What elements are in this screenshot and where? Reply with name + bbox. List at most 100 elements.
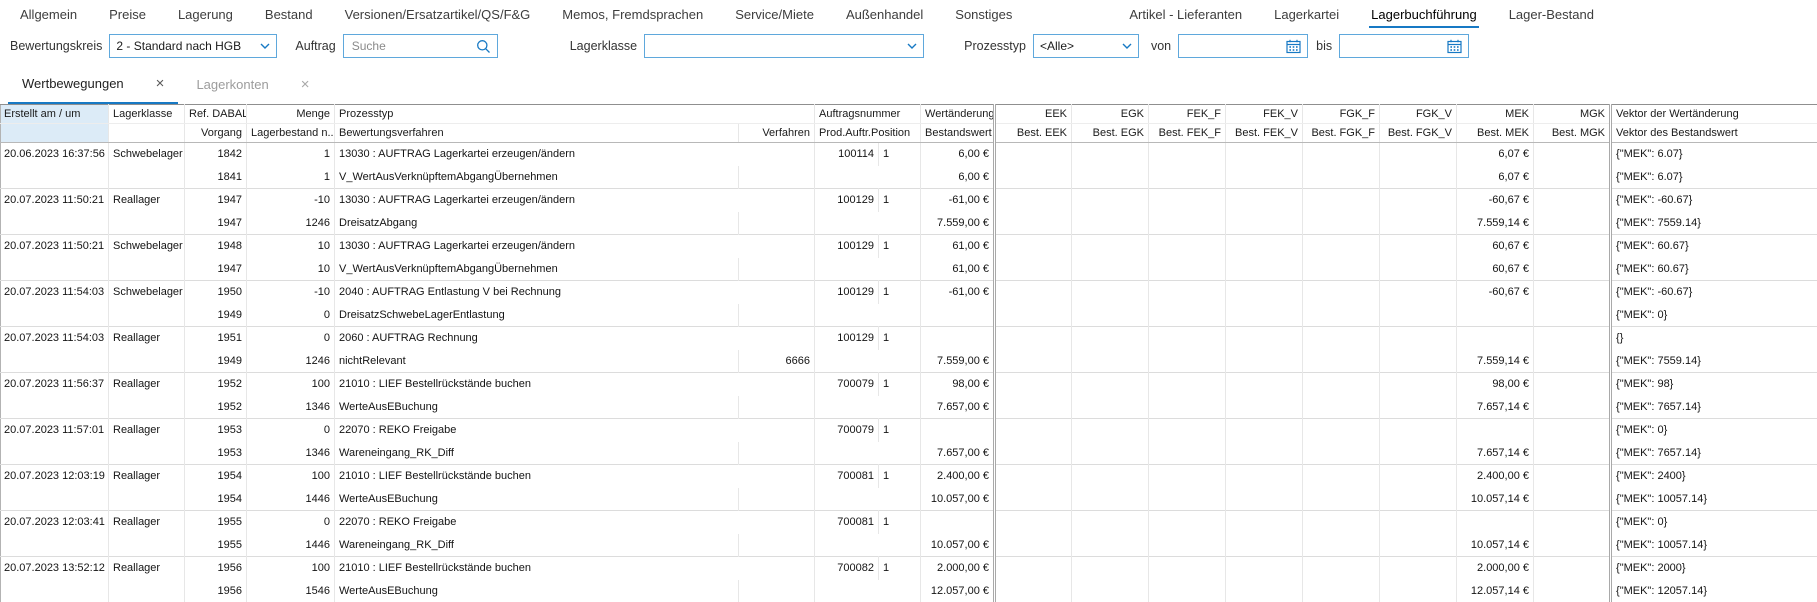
tab-service-miete[interactable]: Service/Miete (733, 3, 816, 28)
cell-empty (1226, 534, 1303, 557)
calendar-icon[interactable] (1447, 39, 1462, 54)
subtab-label: Wertbewegungen (22, 76, 124, 91)
col-header-best-mgk[interactable]: Best. MGK (1534, 124, 1611, 143)
col-header-vektor-des-bestandswert[interactable]: Vektor des Bestandswert (1611, 124, 1817, 143)
col-header-menge[interactable]: Menge (247, 105, 335, 124)
col-header-best-fgk-v[interactable]: Best. FGK_V (1380, 124, 1457, 143)
col-header-egk[interactable]: EGK (1072, 105, 1149, 124)
col-header-bewertungsverfahren[interactable]: Bewertungsverfahren (335, 124, 739, 143)
subtab-wertbewegungen[interactable]: Wertbewegungen × (8, 64, 178, 104)
tab-preise[interactable]: Preise (107, 3, 148, 28)
tab-lager-bestand[interactable]: Lager-Bestand (1507, 3, 1596, 28)
auftrag-search[interactable] (343, 34, 498, 58)
cell-empty (1226, 373, 1303, 396)
bis-date-field[interactable] (1339, 34, 1469, 58)
von-date-input[interactable] (1185, 38, 1282, 54)
col-header-best-fgk-f[interactable]: Best. FGK_F (1303, 124, 1380, 143)
col-header-vorgang[interactable]: Vorgang (185, 124, 247, 143)
tab-sonstiges[interactable]: Sonstiges (953, 3, 1014, 28)
col-header-fgk-v[interactable]: FGK_V (1380, 105, 1457, 124)
cell-empty (1149, 235, 1226, 258)
tab-memos-fremdsprachen[interactable]: Memos, Fremdsprachen (560, 3, 705, 28)
subtab-lagerkonten[interactable]: Lagerkonten× (182, 64, 323, 104)
cell-position: 1 (879, 557, 921, 580)
prozesstyp-select[interactable]: <Alle> (1033, 34, 1139, 58)
tab-allgemein[interactable]: Allgemein (18, 3, 79, 28)
cell-empty (1149, 189, 1226, 212)
col-header-best-eek[interactable]: Best. EEK (995, 124, 1072, 143)
col-header-best-egk[interactable]: Best. EGK (1072, 124, 1149, 143)
cell-empty (1072, 557, 1149, 580)
cell-empty (1149, 419, 1226, 442)
col-header-vektor-der-wertänderung[interactable]: Vektor der Wertänderung (1611, 105, 1817, 124)
auftrag-search-input[interactable] (350, 38, 472, 54)
col-header-prozesstyp[interactable]: Prozesstyp (335, 105, 815, 124)
col-header-best-mek[interactable]: Best. MEK (1457, 124, 1534, 143)
close-icon[interactable]: × (301, 77, 310, 92)
tab-lagerkartei[interactable]: Lagerkartei (1272, 3, 1341, 28)
col-header-fek-f[interactable]: FEK_F (1149, 105, 1226, 124)
chevron-down-icon (907, 43, 917, 49)
col-header-ref-dabalb[interactable]: Ref. DABALB (185, 105, 247, 124)
col-header-auftragsnummer[interactable]: Auftragsnummer (815, 105, 921, 124)
cell-empty (815, 212, 921, 235)
tab-außenhandel[interactable]: Außenhandel (844, 3, 925, 28)
col-header-bestandswert[interactable]: Bestandswert (921, 124, 995, 143)
bewertungskreis-select[interactable]: 2 - Standard nach HGB (109, 34, 277, 58)
lagerklasse-select[interactable] (644, 34, 924, 58)
tab-artikel-lieferanten[interactable]: Artikel - Lieferanten (1127, 3, 1244, 28)
col-header-prod-auftr-position[interactable]: Prod.Auftr.Position (815, 124, 921, 143)
cell-empty (815, 166, 921, 189)
col-header-mgk[interactable]: MGK (1534, 105, 1611, 124)
calendar-icon[interactable] (1286, 39, 1301, 54)
search-icon[interactable] (476, 39, 491, 54)
tab-bestand[interactable]: Bestand (263, 3, 315, 28)
bis-date-input[interactable] (1346, 38, 1443, 54)
cell-empty (815, 534, 921, 557)
cell-empty (1, 580, 109, 602)
cell-empty (1072, 534, 1149, 557)
cell-mek (1457, 511, 1534, 534)
col-header-wertänderung[interactable]: Wertänderung (921, 105, 995, 124)
col-header-eek[interactable]: EEK (995, 105, 1072, 124)
col-header-lagerbestand-n[interactable]: Lagerbestand n... (247, 124, 335, 143)
cell-empty (1380, 534, 1457, 557)
col-header-verfahren[interactable]: Verfahren (739, 124, 815, 143)
col-header-lagerklasse[interactable]: Lagerklasse (109, 105, 185, 124)
tab-lagerung[interactable]: Lagerung (176, 3, 235, 28)
col-header-mek[interactable]: MEK (1457, 105, 1534, 124)
von-date-field[interactable] (1178, 34, 1308, 58)
col-header-best-fek-f[interactable]: Best. FEK_F (1149, 124, 1226, 143)
cell-empty (109, 350, 185, 373)
col-header-best-fek-v[interactable]: Best. FEK_V (1226, 124, 1303, 143)
cell-empty (1, 350, 109, 373)
col-header-fgk-f[interactable]: FGK_F (1303, 105, 1380, 124)
cell-lagerbestand: 10 (247, 258, 335, 281)
col-header-erstellt-am-um[interactable]: Erstellt am / um (1, 105, 109, 124)
tab-versionen-ersatzartikel-qs-f-g[interactable]: Versionen/Ersatzartikel/QS/F&G (343, 3, 533, 28)
tab-lagerbuchführung[interactable]: Lagerbuchführung (1369, 3, 1479, 28)
cell-bestandswert: 7.657,00 € (921, 396, 995, 419)
close-icon[interactable]: × (156, 76, 165, 91)
col-header-fek-v[interactable]: FEK_V (1226, 105, 1303, 124)
